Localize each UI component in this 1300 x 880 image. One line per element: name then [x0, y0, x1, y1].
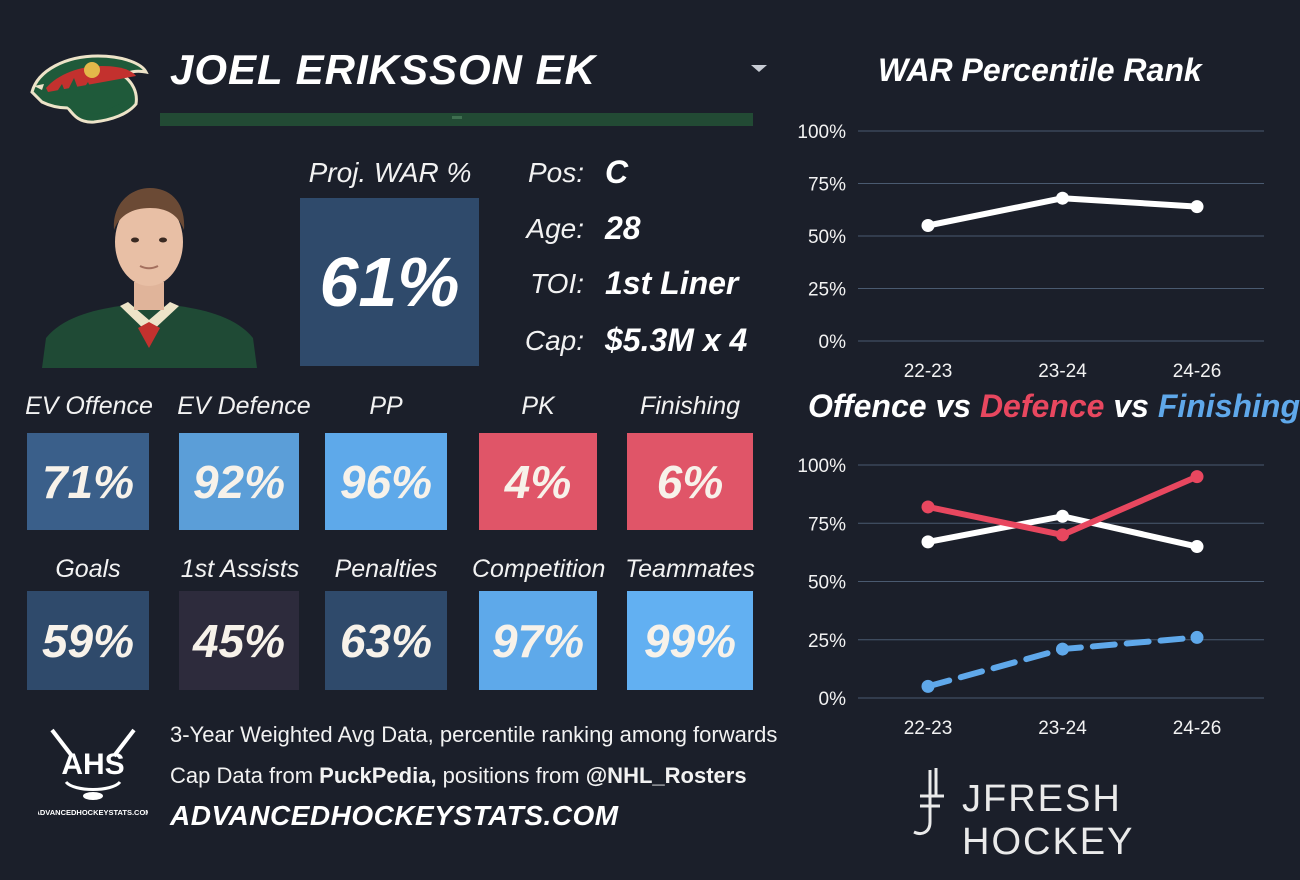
footer-mid: positions from — [436, 763, 586, 788]
cap-label: Cap: — [524, 325, 584, 356]
data-point — [921, 679, 935, 693]
y-tick-label: 50% — [808, 573, 846, 594]
x-tick-label: 24-26 — [1173, 718, 1222, 739]
position-value: C — [605, 154, 629, 190]
metric-label: Teammates — [625, 555, 755, 583]
jfresh-logo-mark — [913, 768, 944, 836]
war-percentile-chart: 0% 25% 50% 75% 100% 22-23 23-24 24-26 — [797, 122, 1264, 382]
player-name: JOEL ERIKSSON EK — [170, 46, 596, 93]
ahs-logo: AHS ADVANCEDHOCKEYSTATS.COM — [38, 728, 148, 817]
x-tick-label: 23-24 — [1038, 361, 1087, 382]
title-offence: Offence — [808, 388, 927, 424]
metric-label: Finishing — [639, 392, 741, 420]
data-point — [1056, 642, 1069, 656]
competition-box: 97% — [479, 591, 597, 690]
footer-source: PuckPedia, — [319, 763, 437, 788]
y-tick-label: 0% — [819, 332, 847, 353]
team-logo — [30, 54, 149, 124]
x-tick-label: 23-24 — [1038, 718, 1087, 739]
footer-prefix: Cap Data from — [170, 763, 320, 788]
x-tick-label: 22-23 — [904, 361, 953, 382]
comparison-chart-title: Offence vs Defence vs Finishing — [808, 388, 1300, 425]
ev-defence-box: 92% — [179, 433, 299, 530]
y-tick-label: 100% — [797, 122, 846, 143]
y-tick-label: 25% — [808, 280, 846, 301]
metric-label: PP — [369, 392, 403, 420]
age-label: Age: — [526, 213, 584, 244]
first-assists-box: 45% — [179, 591, 299, 690]
proj-war-value: 61% — [300, 198, 479, 366]
data-point — [1190, 200, 1204, 214]
metric-label: Goals — [55, 555, 121, 583]
title-vs-1: vs — [926, 388, 980, 424]
data-point — [1190, 470, 1204, 484]
title-defence: Defence — [979, 388, 1105, 424]
ahs-logo-subtext: ADVANCEDHOCKEYSTATS.COM — [38, 808, 148, 817]
metric-label: Competition — [472, 555, 606, 583]
data-point — [1056, 528, 1069, 542]
name-bar-handle — [452, 116, 462, 119]
metric-label: PK — [521, 392, 555, 420]
toi-value: 1st Liner — [605, 265, 739, 301]
age-value: 28 — [605, 210, 641, 246]
ahs-logo-text: AHS — [61, 748, 124, 781]
metric-label: EV Offence — [25, 392, 153, 420]
data-point — [921, 219, 935, 232]
metric-label: EV Defence — [177, 392, 311, 420]
pk-box: 4% — [479, 433, 597, 530]
y-tick-label: 100% — [797, 456, 846, 477]
data-point — [1056, 191, 1069, 205]
ev-offence-box: 71% — [27, 433, 149, 530]
footer-note-1: 3-Year Weighted Avg Data, percentile ran… — [170, 722, 778, 747]
data-point — [921, 535, 935, 549]
toi-label: TOI: — [530, 268, 584, 299]
data-point — [1190, 630, 1204, 644]
offence-defence-finishing-chart: 0% 25% 50% 75% 100% 22-23 23-24 24-26 — [797, 456, 1264, 739]
data-point — [1190, 540, 1204, 554]
proj-war-label: Proj. WAR % — [308, 157, 472, 188]
y-tick-label: 75% — [808, 514, 846, 535]
series-line-defence — [925, 473, 1200, 538]
cap-value: $5.3M x 4 — [605, 322, 748, 358]
name-underline-bar[interactable] — [160, 113, 753, 126]
metric-label: 1st Assists — [180, 555, 300, 583]
chevron-down-icon[interactable] — [748, 62, 770, 76]
data-point — [1056, 509, 1069, 523]
y-tick-label: 50% — [808, 227, 846, 248]
title-vs-2: vs — [1104, 388, 1158, 424]
goals-box: 59% — [27, 591, 149, 690]
war-chart-title: WAR Percentile Rank — [878, 52, 1202, 88]
penalties-box: 63% — [325, 591, 447, 690]
teammates-box: 99% — [627, 591, 753, 690]
brand-name: JFRESH HOCKEY — [962, 778, 1135, 863]
pp-box: 96% — [325, 433, 447, 530]
finishing-box: 6% — [627, 433, 753, 530]
metric-label: Penalties — [334, 555, 438, 583]
data-point — [921, 500, 935, 514]
x-tick-label: 24-26 — [1173, 361, 1222, 382]
title-finishing: Finishing — [1157, 388, 1300, 424]
y-tick-label: 0% — [819, 689, 847, 710]
site-link[interactable]: ADVANCEDHOCKEYSTATS.COM — [170, 800, 619, 831]
y-tick-label: 25% — [808, 631, 846, 652]
footer-handle: @NHL_Rosters — [585, 763, 747, 788]
y-tick-label: 75% — [808, 175, 846, 196]
footer-note-2: Cap Data from PuckPedia, positions from … — [170, 763, 747, 789]
position-label: Pos: — [527, 157, 584, 188]
player-photo — [42, 188, 257, 368]
x-tick-label: 22-23 — [904, 718, 953, 739]
